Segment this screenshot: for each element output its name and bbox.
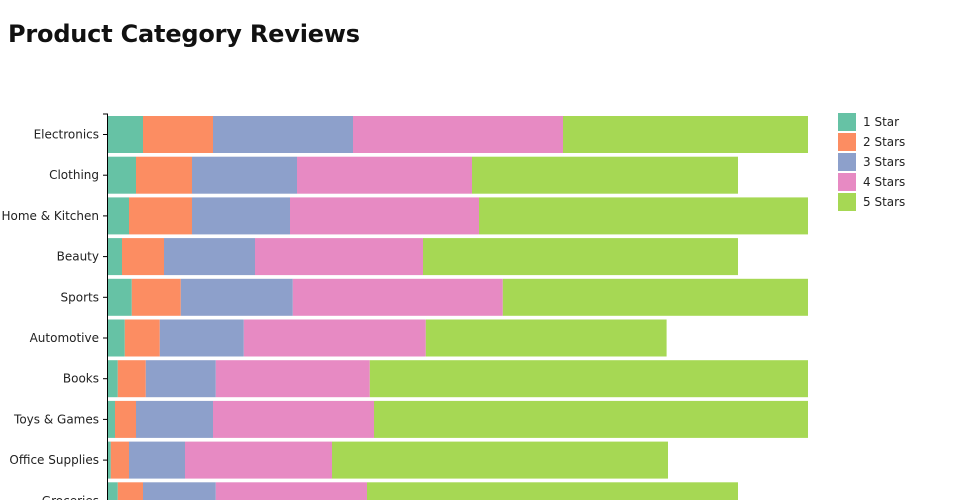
bar-groceries-3-stars: [143, 482, 216, 500]
bar-home-kitchen-2-stars: [129, 197, 192, 235]
bar-beauty-3-stars: [164, 238, 255, 276]
legend-swatch-3-stars: [838, 153, 856, 171]
y-tick-label-automotive: Automotive: [30, 331, 99, 345]
bar-sports-5-stars: [502, 278, 808, 316]
bar-office-supplies-5-stars: [332, 441, 668, 479]
bar-beauty-2-stars: [122, 238, 164, 276]
y-axis: Electronics Clothing Home & Kitchen Beauty S…: [1, 113, 108, 500]
legend-label-4-stars: 4 Stars: [863, 175, 905, 189]
bar-toys-games-4-stars: [213, 400, 374, 438]
bar-clothing-2-stars: [136, 156, 192, 194]
bar-automotive-2-stars: [124, 319, 160, 357]
bar-electronics-1-star: [108, 116, 143, 153]
y-tick-label-groceries: Groceries: [42, 494, 99, 500]
y-tick-label-clothing: Clothing: [49, 168, 99, 182]
y-tick-label-beauty: Beauty: [57, 250, 99, 264]
legend-label-1-star: 1 Star: [863, 115, 899, 129]
bar-beauty-1-star: [108, 238, 122, 276]
bar-electronics-3-stars: [213, 116, 353, 153]
bar-automotive-3-stars: [159, 319, 244, 357]
bar-automotive-4-stars: [243, 319, 426, 357]
legend: 1 Star 2 Stars 3 Stars 4 Stars 5 Stars: [838, 113, 905, 211]
bar-home-kitchen-4-stars: [290, 197, 479, 235]
bar-sports-2-stars: [131, 278, 181, 316]
legend-swatch-4-stars: [838, 173, 856, 191]
bar-books-5-stars: [369, 360, 808, 398]
y-tick-label-office-supplies: Office Supplies: [9, 453, 99, 467]
bar-clothing-4-stars: [297, 156, 472, 194]
chart-title: Product Category Reviews: [8, 20, 360, 48]
bar-clothing-3-stars: [192, 156, 297, 194]
bar-sports-1-star: [108, 278, 132, 316]
legend-label-5-stars: 5 Stars: [863, 195, 905, 209]
legend-swatch-5-stars: [838, 193, 856, 211]
bar-automotive-5-stars: [425, 319, 667, 357]
bar-home-kitchen-3-stars: [192, 197, 290, 235]
bar-groceries-4-stars: [215, 482, 367, 500]
bar-groceries-2-stars: [117, 482, 143, 500]
bar-toys-games-1-star: [108, 400, 115, 438]
y-tick-label-toys-games: Toys & Games: [13, 412, 99, 426]
y-tick-label-sports: Sports: [61, 290, 99, 304]
bar-office-supplies-2-stars: [110, 441, 129, 479]
bar-office-supplies-3-stars: [129, 441, 185, 479]
bar-electronics-4-stars: [353, 116, 563, 153]
bar-electronics-2-stars: [143, 116, 213, 153]
bar-home-kitchen-1-star: [108, 197, 129, 235]
bar-toys-games-5-stars: [374, 400, 808, 438]
legend-swatch-2-stars: [838, 133, 856, 151]
bar-groceries-1-star: [108, 482, 118, 500]
bar-books-4-stars: [215, 360, 370, 398]
bar-groceries-5-stars: [367, 482, 738, 500]
legend-label-3-stars: 3 Stars: [863, 155, 905, 169]
bar-books-2-stars: [117, 360, 146, 398]
bar-sports-4-stars: [292, 278, 503, 316]
bar-office-supplies-4-stars: [185, 441, 332, 479]
bar-home-kitchen-5-stars: [479, 197, 808, 235]
bar-office-supplies-1-star: [108, 441, 111, 479]
y-tick-label-electronics: Electronics: [34, 128, 99, 142]
bar-books-3-stars: [145, 360, 216, 398]
y-tick-label-books: Books: [63, 372, 99, 386]
bar-beauty-4-stars: [255, 238, 423, 276]
bar-books-1-star: [108, 360, 118, 398]
legend-swatch-1-star: [838, 113, 856, 131]
bar-automotive-1-star: [108, 319, 125, 357]
y-tick-label-home-kitchen: Home & Kitchen: [1, 209, 99, 223]
bar-clothing-5-stars: [472, 156, 738, 194]
bar-clothing-1-star: [108, 156, 136, 194]
bar-toys-games-3-stars: [136, 400, 213, 438]
bar-sports-3-stars: [180, 278, 293, 316]
bar-electronics-5-stars: [563, 116, 808, 153]
legend-label-2-stars: 2 Stars: [863, 135, 905, 149]
bars-group: [108, 116, 808, 500]
bar-beauty-5-stars: [423, 238, 738, 276]
bar-toys-games-2-stars: [115, 400, 136, 438]
